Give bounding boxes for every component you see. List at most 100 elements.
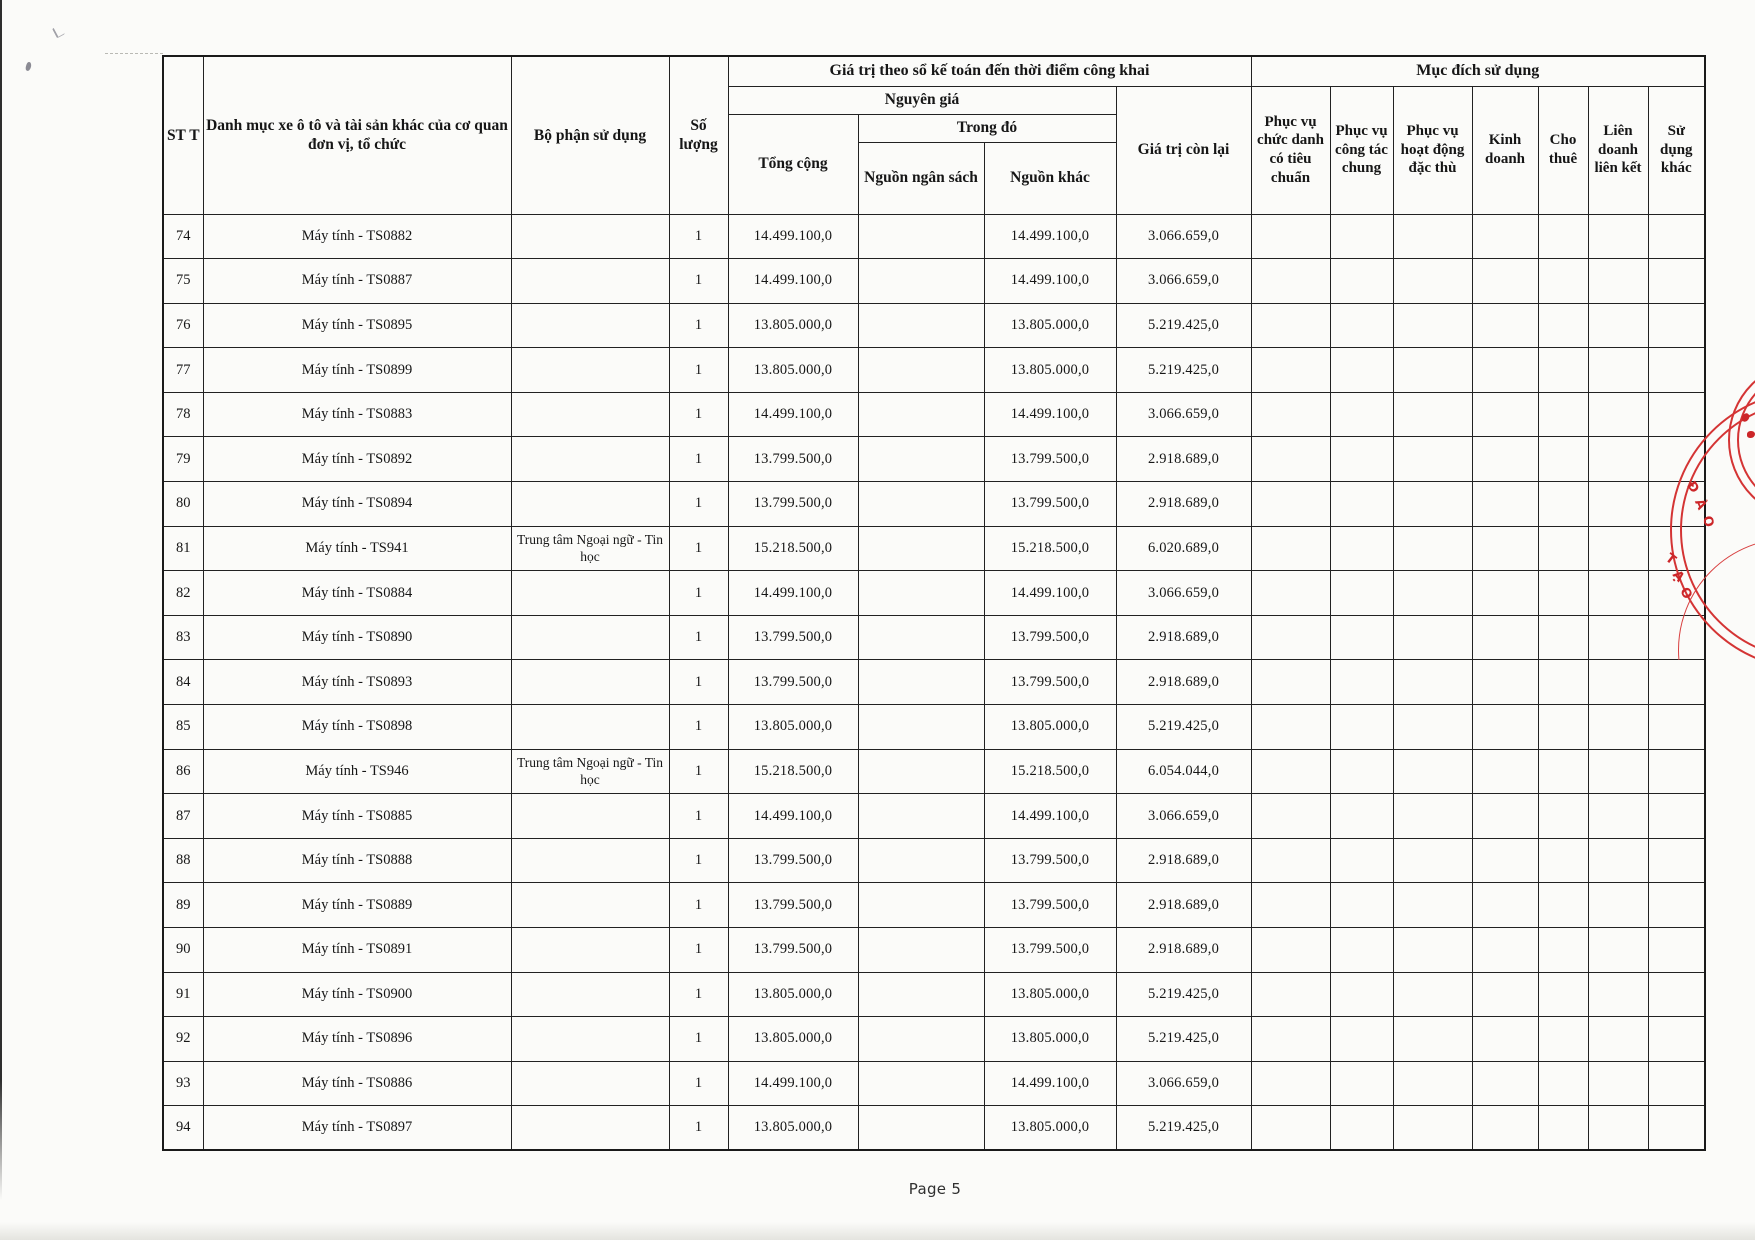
total-cost-cell: 13.805.000,0	[727, 704, 859, 750]
remaining-value-cell: 2.918.689,0	[1115, 837, 1252, 884]
row-index-cell: 84	[162, 659, 204, 706]
purpose-cell	[1587, 1016, 1649, 1062]
purpose-cell	[1250, 436, 1331, 483]
department-cell	[510, 704, 670, 750]
header-original-price: Nguyên giá	[727, 85, 1117, 115]
table-row: 83 Máy tính - TS0890 1 13.799.500,0 13.7…	[162, 614, 1706, 661]
purpose-cell	[1471, 391, 1539, 438]
other-source-cell: 14.499.100,0	[983, 391, 1117, 438]
purpose-cell	[1392, 302, 1473, 349]
other-source-cell: 14.499.100,0	[983, 793, 1117, 839]
row-index-cell: 77	[162, 347, 204, 393]
row-index-cell: 94	[162, 1105, 204, 1151]
quantity-cell: 1	[668, 1016, 729, 1062]
table-row: 91 Máy tính - TS0900 1 13.805.000,0 13.8…	[162, 971, 1706, 1018]
budget-source-cell	[857, 302, 985, 349]
purpose-cell	[1471, 1105, 1539, 1151]
purpose-cell	[1587, 481, 1649, 527]
row-index-cell: 92	[162, 1016, 204, 1062]
purpose-cell	[1392, 391, 1473, 438]
quantity-cell: 1	[668, 1105, 729, 1151]
purpose-cell	[1392, 1060, 1473, 1107]
asset-name-cell: Máy tính - TS0884	[202, 570, 512, 616]
table-row: 90 Máy tính - TS0891 1 13.799.500,0 13.7…	[162, 927, 1706, 973]
department-cell	[510, 882, 670, 928]
purpose-cell	[1587, 213, 1649, 260]
row-index-cell: 80	[162, 481, 204, 527]
purpose-cell	[1537, 748, 1589, 795]
purpose-cell	[1329, 614, 1394, 661]
quantity-cell: 1	[668, 793, 729, 839]
purpose-cell	[1537, 971, 1589, 1018]
header-purpose-rent: Cho thuê	[1537, 85, 1589, 215]
remaining-value-cell: 3.066.659,0	[1115, 258, 1252, 304]
purpose-cell	[1647, 971, 1706, 1018]
budget-source-cell	[857, 525, 985, 572]
purpose-cell	[1250, 748, 1331, 795]
asset-name-cell: Máy tính - TS0899	[202, 347, 512, 393]
asset-name-cell: Máy tính - TS0889	[202, 882, 512, 928]
quantity-cell: 1	[668, 971, 729, 1018]
department-cell	[510, 614, 670, 661]
asset-name-cell: Máy tính - TS0894	[202, 481, 512, 527]
other-source-cell: 13.805.000,0	[983, 302, 1117, 349]
purpose-cell	[1587, 614, 1649, 661]
budget-source-cell	[857, 570, 985, 616]
remaining-value-cell: 3.066.659,0	[1115, 1060, 1252, 1107]
purpose-cell	[1647, 1060, 1706, 1107]
purpose-cell	[1587, 347, 1649, 393]
table-row: 82 Máy tính - TS0884 1 14.499.100,0 14.4…	[162, 570, 1706, 616]
remaining-value-cell: 5.219.425,0	[1115, 302, 1252, 349]
asset-table-header: ST T Danh mục xe ô tô và tài sản khác củ…	[162, 55, 1706, 215]
purpose-cell	[1329, 659, 1394, 706]
other-source-cell: 13.799.500,0	[983, 882, 1117, 928]
budget-source-cell	[857, 436, 985, 483]
budget-source-cell	[857, 882, 985, 928]
department-cell	[510, 837, 670, 884]
purpose-cell	[1250, 659, 1331, 706]
purpose-cell	[1392, 481, 1473, 527]
quantity-cell: 1	[668, 1060, 729, 1107]
total-cost-cell: 15.218.500,0	[727, 525, 859, 572]
quantity-cell: 1	[668, 258, 729, 304]
department-cell	[510, 481, 670, 527]
total-cost-cell: 13.805.000,0	[727, 1016, 859, 1062]
purpose-cell	[1392, 882, 1473, 928]
purpose-cell	[1250, 570, 1331, 616]
remaining-value-cell: 5.219.425,0	[1115, 704, 1252, 750]
purpose-cell	[1647, 302, 1706, 349]
table-row: 85 Máy tính - TS0898 1 13.805.000,0 13.8…	[162, 704, 1706, 750]
scan-bottom-shading	[0, 1222, 1755, 1240]
budget-source-cell	[857, 659, 985, 706]
table-row: 89 Máy tính - TS0889 1 13.799.500,0 13.7…	[162, 882, 1706, 928]
asset-name-cell: Máy tính - TS0890	[202, 614, 512, 661]
quantity-cell: 1	[668, 391, 729, 438]
purpose-cell	[1647, 882, 1706, 928]
purpose-cell	[1647, 570, 1706, 616]
asset-name-cell: Máy tính - TS0885	[202, 793, 512, 839]
quantity-cell: 1	[668, 837, 729, 884]
purpose-cell	[1647, 1105, 1706, 1151]
asset-table: ST T Danh mục xe ô tô và tài sản khác củ…	[162, 55, 1707, 1152]
purpose-cell	[1250, 927, 1331, 973]
asset-name-cell: Máy tính - TS0887	[202, 258, 512, 304]
purpose-cell	[1250, 1060, 1331, 1107]
remaining-value-cell: 3.066.659,0	[1115, 570, 1252, 616]
purpose-cell	[1392, 704, 1473, 750]
purpose-cell	[1647, 748, 1706, 795]
department-cell	[510, 570, 670, 616]
purpose-cell	[1587, 302, 1649, 349]
row-index-cell: 93	[162, 1060, 204, 1107]
purpose-cell	[1329, 1105, 1394, 1151]
table-row: 79 Máy tính - TS0892 1 13.799.500,0 13.7…	[162, 436, 1706, 483]
budget-source-cell	[857, 927, 985, 973]
purpose-cell	[1392, 436, 1473, 483]
purpose-cell	[1329, 213, 1394, 260]
department-cell	[510, 659, 670, 706]
row-index-cell: 87	[162, 793, 204, 839]
purpose-cell	[1647, 213, 1706, 260]
purpose-cell	[1471, 1060, 1539, 1107]
purpose-cell	[1471, 971, 1539, 1018]
department-cell	[510, 258, 670, 304]
